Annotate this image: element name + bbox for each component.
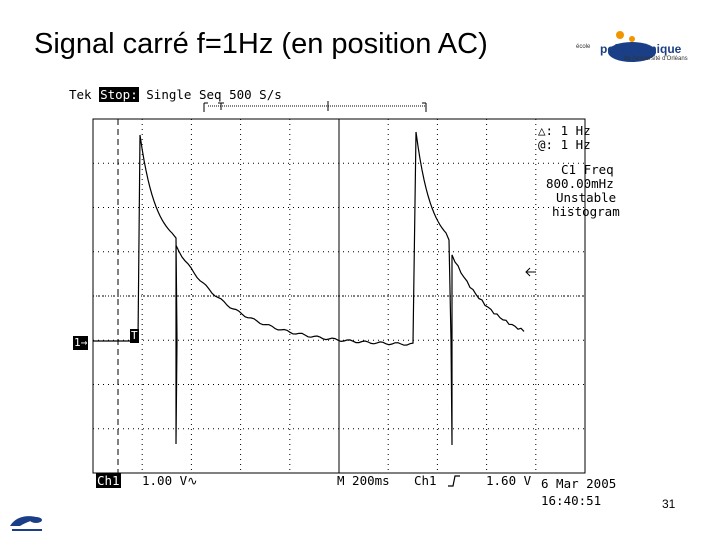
capture-time: 16:40:51 bbox=[541, 493, 602, 508]
logo-sub-text: de l'université d'Orléans bbox=[624, 56, 688, 62]
capture-date: 6 Mar 2005 bbox=[541, 476, 617, 491]
channel-scale: 1.00 V∿ bbox=[142, 473, 198, 488]
measure-status-unstable: Unstable bbox=[556, 190, 617, 205]
measure-value: 800.00mHz bbox=[546, 176, 614, 191]
slide-title: Signal carré f=1Hz (en position AC) bbox=[34, 28, 488, 60]
ch1-ground-marker: 1→ bbox=[73, 336, 89, 350]
trigger-marker: T bbox=[130, 329, 139, 343]
trigger-source: Ch1 bbox=[414, 473, 437, 488]
scope-state: Stop: bbox=[99, 87, 139, 102]
measure-title: C1 Freq bbox=[561, 162, 614, 177]
scope-brand: Tek bbox=[69, 87, 92, 102]
logo-small-text: école bbox=[576, 44, 591, 50]
measure-status-histogram: histogram bbox=[552, 204, 620, 219]
bottom-left-logo-icon bbox=[10, 516, 42, 531]
trigger-level: 1.60 V bbox=[486, 473, 532, 488]
logo-main-text: polytechnique bbox=[600, 42, 682, 56]
trigger-level-arrow-icon bbox=[525, 267, 536, 277]
record-bracket bbox=[203, 101, 427, 112]
waveform-trace bbox=[93, 131, 525, 446]
logo-emblem-icon bbox=[608, 31, 656, 62]
rising-edge-icon bbox=[448, 475, 460, 487]
channel-label: Ch1 bbox=[96, 473, 121, 488]
scope-rate: 500 S/s bbox=[229, 87, 282, 102]
delta-frequency: △: 1 Hz bbox=[538, 123, 591, 138]
cursor-frequency: @: 1 Hz bbox=[538, 137, 591, 152]
page-number: 31 bbox=[662, 497, 676, 511]
scope-mode: Single Seq bbox=[146, 87, 222, 102]
timebase: M 200ms bbox=[337, 473, 390, 488]
